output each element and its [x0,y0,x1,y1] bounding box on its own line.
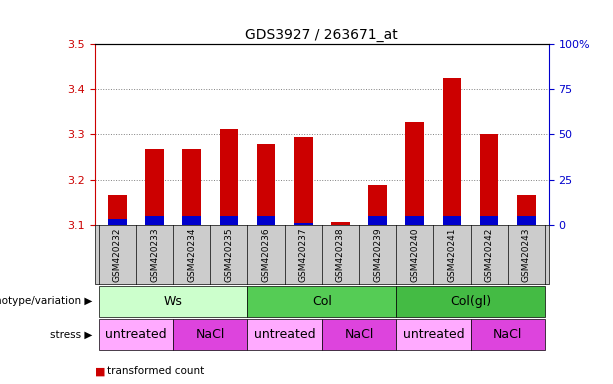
Text: GSM420241: GSM420241 [447,227,457,281]
Text: GSM420235: GSM420235 [224,227,234,282]
Text: untreated: untreated [403,328,464,341]
Text: stress ▶: stress ▶ [50,329,92,339]
Bar [480,134,498,225]
Bar [219,216,238,225]
Bar [108,195,127,225]
Text: transformed count: transformed count [107,366,205,376]
Bar [331,222,349,225]
Bar [294,137,313,225]
Bar [257,216,275,225]
Text: GSM420237: GSM420237 [299,227,308,282]
Text: untreated: untreated [254,328,316,341]
Bar [183,149,201,225]
Bar [183,216,201,225]
Text: NaCl: NaCl [345,328,374,341]
Bar [368,216,387,225]
Text: Ws: Ws [164,295,183,308]
Bar [368,185,387,225]
Bar [405,216,424,225]
Bar [517,195,536,225]
Text: GSM420233: GSM420233 [150,227,159,282]
Bar [405,122,424,225]
Text: Col(gl): Col(gl) [450,295,491,308]
Text: genotype/variation ▶: genotype/variation ▶ [0,296,92,306]
Bar [443,78,461,225]
Bar [145,216,164,225]
Text: GSM420238: GSM420238 [336,227,345,282]
Bar [219,129,238,225]
Bar [480,216,498,225]
Text: GSM420240: GSM420240 [410,227,419,281]
Bar [294,223,313,225]
Text: Col: Col [312,295,332,308]
Bar [145,149,164,225]
Bar [517,216,536,225]
Text: NaCl: NaCl [196,328,225,341]
Text: GSM420236: GSM420236 [262,227,270,282]
Bar [443,216,461,225]
Text: GSM420242: GSM420242 [485,227,493,281]
Bar [257,144,275,225]
Text: GSM420234: GSM420234 [187,227,196,281]
Text: ■: ■ [95,366,105,376]
Text: NaCl: NaCl [493,328,522,341]
Text: GSM420243: GSM420243 [522,227,531,281]
Text: GSM420232: GSM420232 [113,227,122,281]
Text: GSM420239: GSM420239 [373,227,382,282]
Bar [108,219,127,225]
Text: untreated: untreated [105,328,167,341]
Title: GDS3927 / 263671_at: GDS3927 / 263671_at [245,28,398,42]
